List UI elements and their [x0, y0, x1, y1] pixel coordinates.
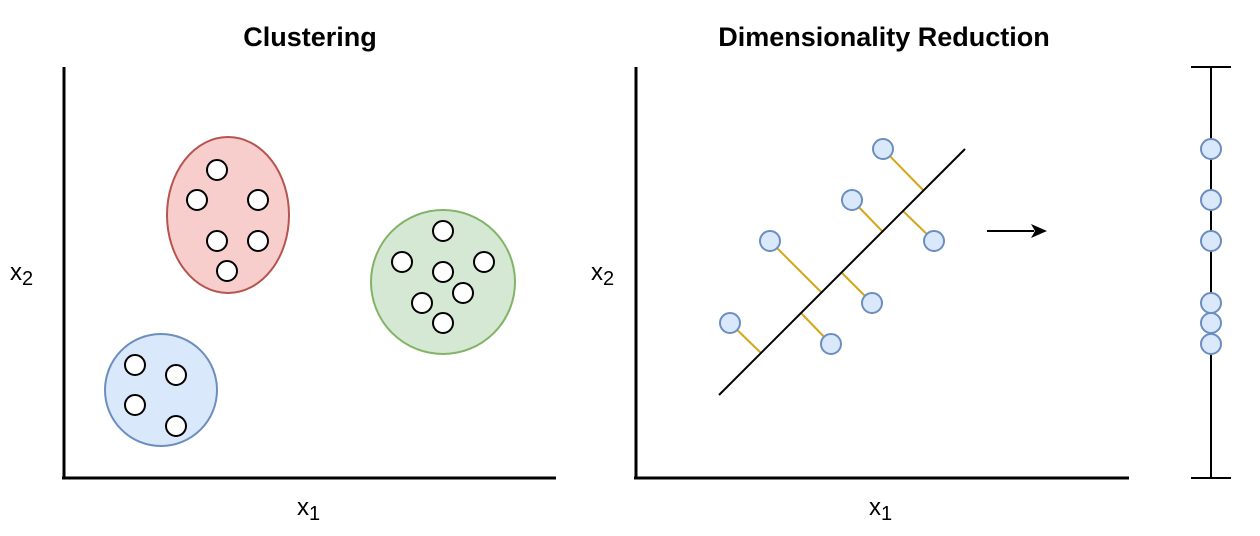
cluster-point	[206, 159, 228, 181]
projection-line	[769, 240, 822, 293]
dimensionality-reduction-title: Dimensionality Reduction	[718, 22, 1050, 52]
dr-point	[872, 138, 894, 160]
cluster-point	[247, 189, 269, 211]
cluster-point	[432, 312, 454, 334]
cluster-point	[432, 261, 454, 283]
cluster-point	[411, 292, 433, 314]
cluster-point	[247, 230, 269, 252]
dr-point	[759, 230, 781, 252]
dr-point	[820, 333, 842, 355]
cluster-red-ellipse	[166, 136, 290, 294]
right-arrow-icon	[987, 224, 1047, 238]
clustering-title: Clustering	[243, 22, 377, 52]
cluster-red	[166, 136, 290, 294]
cluster-point	[473, 251, 495, 273]
dr-points	[719, 138, 945, 355]
cluster-blue-circle	[104, 333, 218, 447]
dr-point	[719, 312, 741, 334]
cluster-point	[206, 230, 228, 252]
dr-point	[841, 189, 863, 211]
cluster-point	[124, 394, 146, 416]
projected-point	[1200, 230, 1222, 252]
clustering-x-axis-label: x1	[297, 494, 320, 525]
cluster-point	[452, 282, 474, 304]
projected-point	[1200, 292, 1222, 314]
cluster-point	[432, 220, 454, 242]
clustering-y-axis-label: x2	[10, 259, 33, 290]
projected-1d-axis	[1191, 66, 1231, 479]
projected-point	[1200, 312, 1222, 334]
projection-lines	[729, 148, 935, 354]
projected-point	[1200, 189, 1222, 211]
cluster-point	[124, 354, 146, 376]
cluster-green	[370, 209, 516, 355]
dr-point	[923, 230, 945, 252]
cluster-point	[165, 415, 187, 437]
cluster-point	[391, 251, 413, 273]
dr-x-axis-label: x1	[869, 494, 892, 525]
dr-y-axis-label: x2	[591, 259, 614, 290]
cluster-blue	[104, 333, 218, 447]
dimensionality-reduction-panel: Dimensionality Reduction x2 x1	[591, 22, 1231, 525]
principal-axis-line	[718, 148, 966, 396]
dr-point	[861, 292, 883, 314]
cluster-point	[165, 364, 187, 386]
cluster-point	[216, 260, 238, 282]
clustering-panel: Clustering x2 x1	[10, 22, 556, 525]
cluster-point	[186, 189, 208, 211]
projected-point	[1200, 138, 1222, 160]
projected-point	[1200, 333, 1222, 355]
